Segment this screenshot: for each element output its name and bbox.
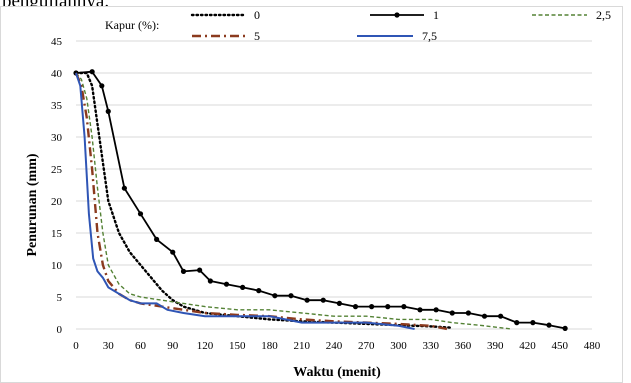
series-lines: [73, 69, 568, 331]
y-tick-labels: 0 5 10 15 20 25 30 35 40 45: [51, 36, 63, 336]
x-axis-title: Waktu (menit): [293, 365, 381, 380]
series-marker: [514, 320, 520, 326]
x-tick-label: 120: [197, 340, 214, 352]
legend-label-2: 2,5: [596, 8, 611, 22]
x-tick-label: 180: [261, 340, 278, 352]
y-tick-label: 10: [51, 260, 63, 272]
series-marker: [433, 307, 439, 313]
series-marker: [272, 293, 278, 299]
y-tick-label: 20: [51, 196, 63, 208]
series-line-4: [75, 72, 415, 330]
x-tick-label: 330: [423, 340, 440, 352]
series-marker: [465, 310, 471, 316]
series-marker: [288, 293, 294, 299]
grid-lines: [76, 40, 592, 330]
x-tick-label: 60: [135, 340, 147, 352]
series-marker: [121, 185, 127, 191]
series-marker: [207, 278, 213, 284]
y-tick-label: 40: [51, 68, 63, 80]
series-marker: [223, 281, 230, 287]
legend: Kapur (%): 0 1 2,5 5 7,5: [105, 8, 611, 43]
series-marker: [481, 313, 488, 319]
y-axis-title: Penurunan (mm): [25, 153, 40, 256]
series-marker: [401, 304, 407, 310]
series-marker: [352, 304, 359, 310]
series-marker: [417, 307, 423, 313]
x-tick-label: 450: [552, 340, 569, 352]
x-tick-label: 240: [326, 340, 343, 352]
y-tick-label: 30: [51, 132, 63, 144]
series-marker: [137, 211, 144, 217]
x-tick-labels: 0 30 60 90 120 150 180 210 240 270 300 330 360 390 420…: [73, 340, 601, 352]
y-tick-label: 0: [57, 324, 63, 336]
series-marker: [546, 322, 552, 328]
series-line-2: [75, 72, 512, 330]
series-marker: [369, 304, 375, 310]
x-tick-label: 270: [358, 340, 375, 352]
series-marker: [304, 297, 310, 303]
series-marker: [562, 325, 568, 331]
x-tick-label: 30: [103, 340, 115, 352]
series-marker: [180, 268, 187, 274]
y-tick-label: 45: [51, 36, 63, 48]
y-tick-label: 35: [51, 100, 63, 112]
legend-label-1: 1: [433, 8, 439, 22]
series-marker: [240, 284, 246, 290]
x-tick-label: 210: [294, 340, 311, 352]
x-tick-label: 300: [390, 340, 407, 352]
series-marker: [170, 249, 176, 255]
series-marker: [336, 300, 342, 306]
series-marker: [320, 297, 326, 303]
series-marker: [89, 69, 95, 75]
legend-title: Kapur (%):: [105, 18, 159, 32]
series-marker: [530, 320, 536, 326]
y-tick-label: 15: [51, 228, 63, 240]
series-marker: [256, 288, 262, 294]
series-marker: [197, 267, 203, 273]
series-marker: [498, 313, 504, 319]
series-marker: [105, 108, 111, 114]
x-tick-label: 360: [455, 340, 472, 352]
legend-label-3: 5: [254, 29, 260, 43]
x-tick-label: 150: [229, 340, 246, 352]
x-tick-label: 90: [167, 340, 179, 352]
legend-label-0: 0: [254, 8, 260, 22]
series-marker: [449, 310, 455, 316]
series-line-1: [75, 70, 566, 330]
series-marker: [385, 304, 391, 310]
legend-label-4: 7,5: [422, 29, 437, 43]
series-marker: [99, 83, 105, 89]
y-tick-label: 25: [51, 164, 63, 176]
x-tick-label: 480: [584, 340, 601, 352]
x-tick-label: 0: [73, 340, 79, 352]
series-marker: [154, 236, 160, 242]
y-tick-label: 5: [57, 292, 63, 304]
x-tick-label: 420: [519, 340, 536, 352]
legend-marker: [394, 12, 400, 18]
x-tick-label: 390: [487, 340, 504, 352]
